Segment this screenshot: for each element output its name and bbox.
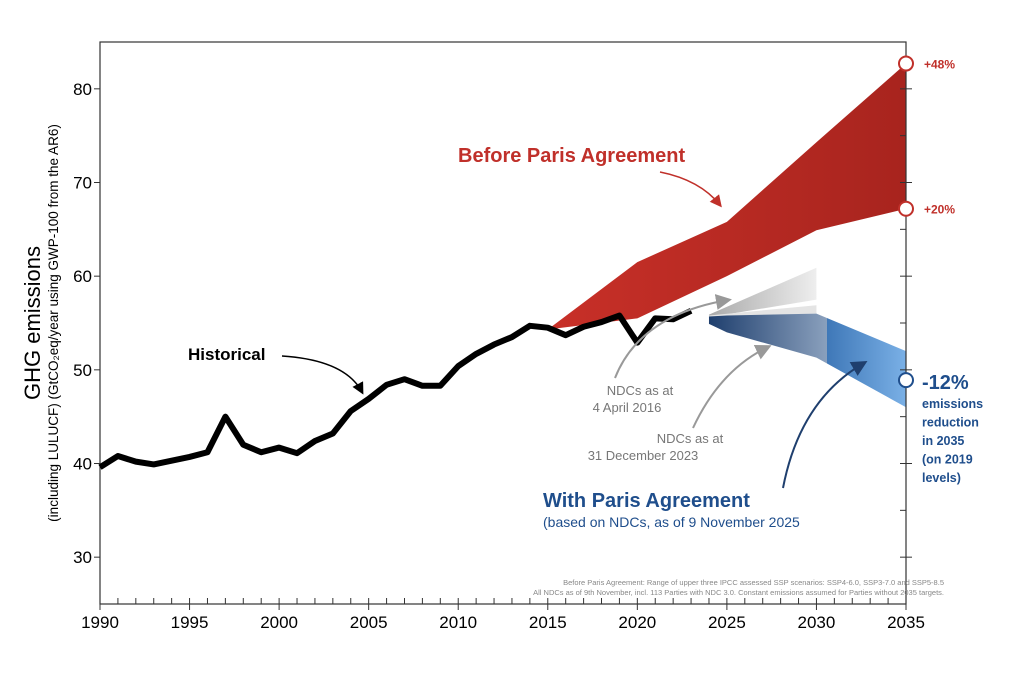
reduction-note: in 2035	[922, 434, 964, 448]
marker-label: +20%	[924, 203, 955, 217]
ndc-2023-arrow	[692, 344, 772, 429]
marker-point	[898, 372, 914, 389]
y-axis-label: GHG emissions	[20, 246, 45, 400]
reduction-note: levels)	[922, 471, 961, 485]
reduction-note: reduction	[922, 416, 979, 430]
before-paris-band	[547, 63, 906, 330]
ndc-2016-label-1: NDCs as at	[607, 383, 674, 398]
x-tick-label: 2025	[708, 613, 746, 632]
marker-point	[898, 55, 914, 72]
reduction-note: emissions	[922, 397, 983, 411]
marker-label: -12%	[922, 372, 969, 394]
with-paris-band	[708, 313, 906, 408]
marker-point	[898, 200, 914, 217]
historical-label: Historical	[188, 345, 265, 364]
x-tick-label: 2000	[260, 613, 298, 632]
x-tick-label: 1990	[81, 613, 119, 632]
x-tick-label: 1995	[171, 613, 209, 632]
ndc-2016-band	[708, 267, 817, 318]
footnote-1: Before Paris Agreement: Range of upper t…	[563, 578, 944, 587]
with-paris-arrow	[782, 360, 868, 489]
y-tick-label: 60	[73, 267, 92, 286]
y-tick-label: 30	[73, 548, 92, 567]
marker-label: +48%	[924, 58, 955, 72]
y-tick-label: 70	[73, 174, 92, 193]
before-paris-arrow	[659, 171, 722, 208]
ndc-2023-label-2: 31 December 2023	[588, 448, 699, 463]
y-tick-label: 40	[73, 455, 92, 474]
ndc-2016-arrow	[614, 294, 732, 379]
x-tick-label: 2010	[439, 613, 477, 632]
x-tick-label: 2005	[350, 613, 388, 632]
y-tick-label: 80	[73, 80, 92, 99]
x-tick-label: 2020	[618, 613, 656, 632]
footnote-2: All NDCs as of 9th November, incl. 113 P…	[533, 588, 944, 597]
before-paris-label: Before Paris Agreement	[458, 145, 685, 167]
ndc-2023-label-1: NDCs as at	[657, 431, 724, 446]
ndc-2016-label-2: 4 April 2016	[593, 400, 662, 415]
with-paris-subtitle: (based on NDCs, as of 9 November 2025	[543, 514, 800, 530]
with-paris-label: With Paris Agreement	[543, 490, 750, 512]
x-tick-label: 2035	[887, 613, 925, 632]
y-tick-label: 50	[73, 361, 92, 380]
historical-line	[98, 308, 693, 470]
x-tick-label: 2030	[798, 613, 836, 632]
y-axis-sublabel: (including LULUCF) (GtCO₂eq/year using G…	[46, 124, 61, 522]
reduction-note: (on 2019	[922, 453, 973, 467]
x-tick-label: 2015	[529, 613, 567, 632]
historical-arrow	[281, 355, 364, 395]
